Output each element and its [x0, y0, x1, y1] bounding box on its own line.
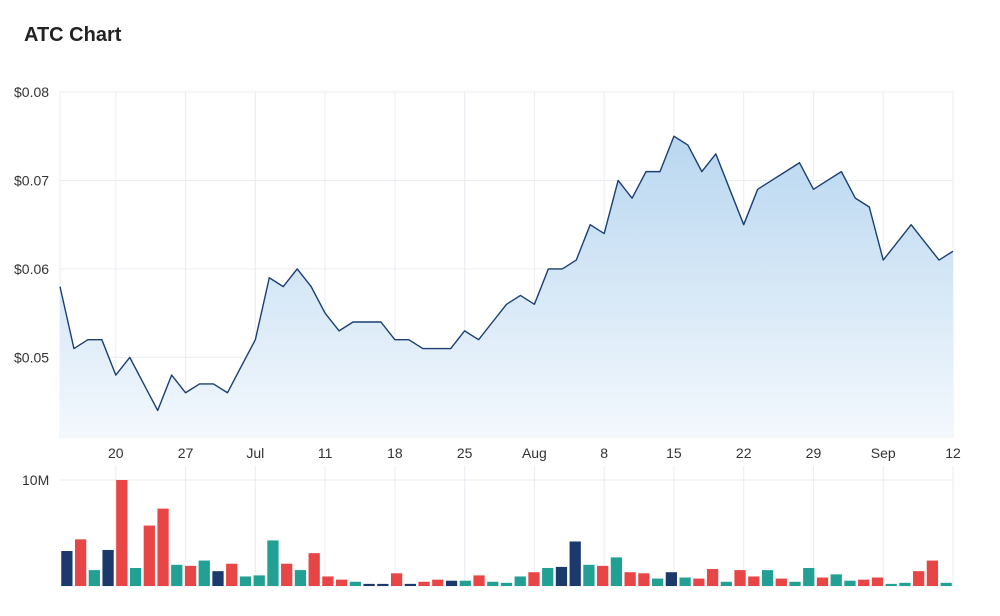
volume-bar	[597, 565, 609, 586]
price-x-tick-label: Jul	[246, 445, 264, 461]
volume-bar	[418, 581, 430, 586]
volume-bar	[377, 583, 389, 586]
volume-bar	[514, 576, 526, 586]
price-x-axis: 20 27 Jul 11 18 25 Aug 8 15 22 29 Sep 12	[108, 445, 961, 461]
volume-bar	[88, 570, 100, 586]
volume-bar	[253, 575, 265, 586]
volume-bar	[212, 571, 224, 586]
volume-bar	[445, 580, 458, 586]
volume-bar	[610, 557, 623, 586]
volume-bar	[775, 578, 787, 586]
volume-bar	[184, 565, 197, 586]
volume-bar	[267, 540, 279, 586]
price-y-tick-label: $0.07	[14, 172, 49, 188]
volume-bar	[116, 480, 128, 586]
volume-bar	[74, 539, 87, 586]
volume-bar	[858, 579, 870, 586]
volume-bar	[459, 580, 471, 586]
price-x-tick-label: Sep	[871, 445, 896, 461]
price-area-fill	[60, 136, 953, 438]
volume-bar	[542, 567, 554, 586]
volume-bar	[940, 582, 952, 586]
price-line	[59, 135, 954, 412]
volume-bar	[102, 549, 114, 586]
volume-bar	[803, 567, 815, 586]
price-x-tick-label: 29	[806, 445, 822, 461]
volume-bar	[322, 576, 334, 586]
volume-bar	[281, 563, 293, 586]
volume-bar	[706, 569, 719, 586]
volume-bars	[61, 480, 952, 586]
price-x-tick-label: Aug	[522, 445, 547, 461]
volume-bar	[885, 583, 897, 586]
price-x-tick-label: 11	[318, 445, 333, 461]
volume-bar	[789, 581, 801, 586]
price-x-tick-label: 8	[600, 445, 608, 461]
volume-bar	[899, 582, 911, 586]
volume-bar	[226, 563, 238, 586]
price-y-tick-label: $0.08	[14, 84, 49, 100]
volume-bar	[871, 577, 884, 586]
volume-bar	[844, 580, 856, 586]
volume-bar	[336, 579, 348, 586]
volume-bar	[748, 576, 760, 586]
volume-bar	[198, 560, 210, 586]
volume-bar	[926, 560, 939, 586]
volume-bar	[816, 577, 829, 586]
volume-bar	[720, 581, 732, 586]
price-area-layer	[59, 135, 954, 438]
volume-bar	[528, 572, 540, 586]
volume-y-axis: 10M	[22, 472, 49, 488]
volume-bar	[665, 572, 677, 586]
price-x-tick-label: 27	[178, 445, 194, 461]
volume-bar	[500, 582, 513, 586]
volume-bar	[143, 525, 155, 586]
price-y-axis: $0.05 $0.06 $0.07 $0.08	[14, 84, 49, 365]
volume-y-tick-label: 10M	[22, 472, 49, 488]
volume-bar	[239, 576, 252, 586]
volume-bar	[157, 508, 169, 586]
volume-bar	[913, 571, 925, 586]
volume-bar	[363, 583, 375, 586]
volume-bar	[761, 570, 774, 586]
volume-bar	[294, 570, 307, 586]
volume-bar	[693, 578, 705, 586]
price-x-tick-label: 22	[736, 445, 752, 461]
volume-bar	[734, 570, 746, 586]
price-x-tick-label: 12	[945, 445, 961, 461]
volume-bar	[679, 577, 691, 586]
price-x-tick-label: 15	[666, 445, 682, 461]
volume-bar	[432, 579, 444, 586]
volume-bar	[308, 553, 320, 586]
price-x-tick-label: 18	[387, 445, 403, 461]
volume-bar	[555, 566, 568, 586]
volume-bar	[129, 567, 142, 586]
volume-bar	[390, 573, 403, 586]
price-x-tick-label: 25	[457, 445, 473, 461]
volume-bar	[638, 573, 650, 586]
volume-bar	[171, 564, 183, 586]
volume-bar	[830, 574, 842, 586]
price-x-tick-label: 20	[108, 445, 124, 461]
volume-bar	[569, 541, 581, 586]
volume-bar	[583, 564, 595, 586]
chart-title: ATC Chart	[24, 24, 122, 46]
volume-bar	[404, 583, 416, 586]
price-y-tick-label: $0.06	[14, 261, 49, 277]
volume-bar	[349, 581, 362, 586]
volume-bar	[624, 572, 636, 586]
volume-bar	[61, 551, 73, 586]
volume-bar	[651, 578, 664, 586]
volume-bar	[473, 575, 485, 586]
price-y-tick-label: $0.05	[14, 349, 49, 365]
volume-bar	[487, 581, 499, 586]
